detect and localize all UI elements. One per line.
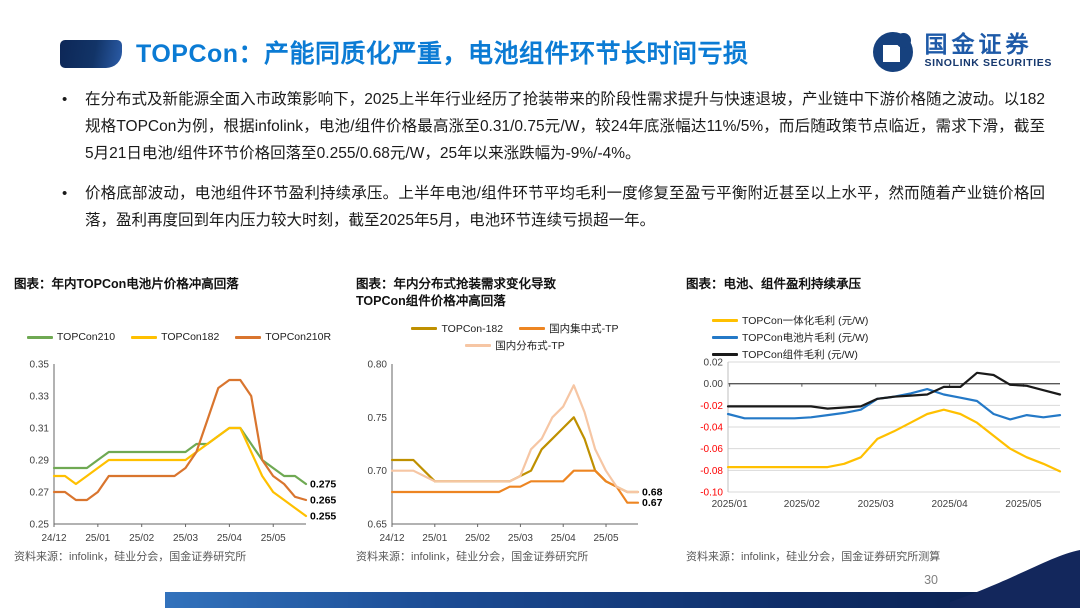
chart-panel-module-price: 图表：年内分布式抢装需求变化导致TOPCon组件价格冲高回落 TOPCon-18… [356, 272, 674, 566]
svg-text:25/03: 25/03 [508, 533, 533, 544]
svg-text:0.275: 0.275 [310, 479, 336, 491]
legend-swatch [712, 335, 738, 339]
svg-text:25/02: 25/02 [465, 533, 490, 544]
svg-text:0.35: 0.35 [30, 360, 50, 371]
svg-text:24/12: 24/12 [379, 533, 404, 544]
chart-legend-0: TOPCon210 TOPCon182 TOPCon210R [14, 318, 344, 356]
svg-text:-0.08: -0.08 [700, 466, 723, 477]
sinolink-logo-icon [872, 32, 913, 72]
chart-plot-2: 0.02 0.00 -0.02 -0.04 -0.06 -0.08 -0.10 2025/01… [686, 356, 1068, 514]
svg-text:2025/01: 2025/01 [712, 499, 749, 510]
svg-text:0.33: 0.33 [30, 392, 50, 403]
svg-text:-0.02: -0.02 [700, 401, 723, 412]
page-title: TOPCon：产能同质化严重，电池组件环节长时间亏损 [136, 40, 749, 68]
chart-title: 图表：年内分布式抢装需求变化导致TOPCon组件价格冲高回落 [356, 277, 557, 308]
svg-text:-0.06: -0.06 [700, 444, 723, 455]
svg-text:0.65: 0.65 [368, 520, 388, 531]
legend-item: TOPCon电池片毛利 (元/W) [712, 330, 888, 345]
chart-legend-1: TOPCon-182 国内集中式-TP 国内分布式-TP [356, 318, 674, 356]
svg-text:2025/04: 2025/04 [932, 499, 969, 510]
legend-label: TOPCon电池片毛利 (元/W) [742, 331, 869, 344]
bottom-swoosh-decoration [950, 550, 1080, 608]
summary-bullets: 在分布式及新能源全面入市政策影响下，2025上半年行业经历了抢装带来的阶段性需求… [60, 86, 1045, 247]
legend-swatch [26, 335, 53, 339]
legend-label: TOPCon组件毛利 (元/W) [742, 348, 858, 361]
svg-text:25/05: 25/05 [594, 533, 619, 544]
charts-row: 图表：年内TOPCon电池片价格冲高回落 TOPCon210 TOPCon182 T… [0, 272, 1080, 566]
header: TOPCon：产能同质化严重，电池组件环节长时间亏损 国金证券 SINOLINK… [0, 28, 1080, 80]
legend-item: TOPCon-182 [411, 323, 503, 335]
legend-item: TOPCon一体化毛利 (元/W) [712, 313, 888, 328]
company-logo: 国金证券 SINOLINK SECURITIES [871, 28, 1053, 74]
logo-text-cn: 国金证券 [924, 31, 1033, 57]
svg-text:0.255: 0.255 [310, 511, 336, 523]
legend-label: TOPCon182 [161, 331, 220, 343]
legend-item: TOPCon组件毛利 (元/W) [712, 347, 888, 362]
chart-source: 资料来源：infolink，硅业分会，国金证券研究所 [14, 551, 247, 563]
svg-text:0.67: 0.67 [642, 497, 663, 509]
svg-text:25/02: 25/02 [129, 533, 154, 544]
svg-text:25/01: 25/01 [422, 533, 447, 544]
svg-text:0.80: 0.80 [368, 360, 388, 371]
svg-text:25/05: 25/05 [261, 533, 286, 544]
legend-label: TOPCon一体化毛利 (元/W) [742, 314, 869, 327]
svg-text:0.00: 0.00 [704, 379, 724, 390]
legend-swatch [131, 335, 158, 339]
svg-text:-0.04: -0.04 [700, 423, 723, 434]
legend-item: TOPCon182 [131, 331, 219, 343]
svg-text:0.265: 0.265 [310, 495, 336, 507]
svg-text:25/01: 25/01 [85, 533, 110, 544]
chart-legend-2: TOPCon一体化毛利 (元/W) TOPCon电池片毛利 (元/W) TOPCon… [686, 315, 1068, 361]
chart-plot-1: 0.80 0.75 0.70 0.65 24/12 25/01 25/02 25/03 25/0… [356, 356, 674, 548]
legend-label: TOPCon-182 [441, 322, 504, 335]
svg-text:24/12: 24/12 [41, 533, 66, 544]
bullet-point-1: 在分布式及新能源全面入市政策影响下，2025上半年行业经历了抢装带来的阶段性需求… [60, 86, 1045, 167]
svg-text:0.75: 0.75 [368, 413, 388, 424]
chart-source: 资料来源：infolink，硅业分会，国金证券研究所测算 [686, 551, 941, 563]
legend-swatch [411, 327, 438, 330]
legend-swatch [712, 318, 738, 322]
svg-text:-0.10: -0.10 [700, 488, 723, 499]
page-number: 30 [924, 573, 938, 587]
chart-title: 图表：年内TOPCon电池片价格冲高回落 [14, 277, 239, 291]
bottom-bar [165, 592, 1080, 608]
legend-item: TOPCon210R [235, 331, 331, 343]
legend-swatch [235, 335, 262, 339]
svg-text:25/04: 25/04 [551, 533, 576, 544]
legend-item: TOPCon210 [26, 331, 116, 343]
svg-text:0.68: 0.68 [642, 487, 663, 499]
svg-text:25/03: 25/03 [173, 533, 198, 544]
chart-title: 图表：电池、组件盈利持续承压 [686, 277, 862, 291]
legend-swatch [465, 344, 492, 347]
svg-text:0.29: 0.29 [30, 456, 50, 467]
svg-text:2025/02: 2025/02 [784, 499, 821, 510]
chart-plot-0: 0.35 0.33 0.31 0.29 0.27 0.25 24/12 25/01 25/02 2… [14, 356, 344, 548]
legend-label: 国内分布式-TP [495, 340, 565, 352]
svg-text:0.02: 0.02 [704, 358, 724, 369]
svg-text:25/04: 25/04 [217, 533, 242, 544]
svg-text:2025/05: 2025/05 [1005, 499, 1042, 510]
chart-source: 资料来源：infolink，硅业分会，国金证券研究所 [356, 551, 589, 563]
legend-swatch [519, 327, 546, 330]
legend-label: TOPCon210 [56, 331, 116, 343]
chart-panel-cell-price: 图表：年内TOPCon电池片价格冲高回落 TOPCon210 TOPCon182 T… [14, 272, 344, 566]
svg-text:0.27: 0.27 [30, 488, 50, 499]
legend-label: TOPCon210R [265, 331, 332, 343]
legend-item: 国内分布式-TP [465, 338, 565, 353]
svg-text:0.31: 0.31 [30, 424, 50, 435]
legend-swatch [712, 352, 738, 356]
svg-text:0.25: 0.25 [30, 520, 50, 531]
chart-panel-margins: 图表：电池、组件盈利持续承压 TOPCon一体化毛利 (元/W) TOPCon电池… [686, 272, 1068, 566]
bullet-point-2: 价格底部波动，电池组件环节盈利持续承压。上半年电池/组件环节平均毛利一度修复至盈… [60, 180, 1045, 234]
logo-text-en: SINOLINK SECURITIES [924, 57, 1052, 69]
svg-text:0.70: 0.70 [368, 466, 388, 477]
legend-item: 国内集中式-TP [519, 321, 619, 336]
title-decoration-bar [60, 40, 122, 68]
legend-label: 国内集中式-TP [549, 323, 619, 335]
svg-text:2025/03: 2025/03 [858, 499, 895, 510]
